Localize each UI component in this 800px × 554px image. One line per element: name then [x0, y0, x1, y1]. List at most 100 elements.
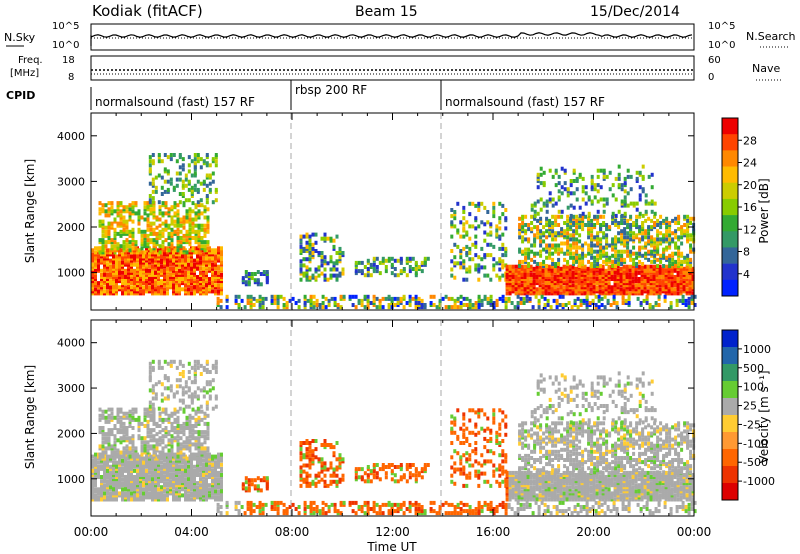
range-time-cell: [529, 272, 533, 277]
range-time-cell: [145, 487, 148, 492]
range-time-cell: [637, 285, 641, 290]
range-time-cell: [572, 170, 576, 175]
range-time-cell: [568, 283, 572, 288]
nave-label: Nave: [752, 62, 780, 75]
range-time-cell: [208, 487, 211, 492]
range-time-cell: [517, 289, 521, 294]
range-time-cell: [146, 424, 150, 428]
range-time-cell: [674, 235, 678, 240]
range-time-cell: [390, 265, 394, 269]
range-time-cell: [556, 275, 560, 279]
range-time-cell: [142, 458, 145, 463]
range-time-cell: [351, 294, 355, 299]
range-time-cell: [324, 305, 328, 310]
range-time-cell: [188, 242, 192, 247]
range-time-cell: [199, 487, 202, 492]
range-time-cell: [119, 201, 123, 206]
range-time-cell: [645, 296, 649, 301]
range-time-cell: [148, 487, 151, 492]
range-time-cell: [160, 497, 163, 502]
range-time-cell: [547, 283, 551, 288]
range-time-cell: [208, 466, 211, 471]
range-time-cell: [547, 266, 551, 271]
range-time-cell: [670, 283, 674, 288]
range-time-cell: [196, 481, 199, 486]
range-time-cell: [653, 225, 657, 230]
range-time-cell: [166, 481, 169, 486]
range-time-cell: [566, 205, 570, 210]
range-time-cell: [623, 237, 627, 242]
range-time-cell: [127, 283, 130, 288]
range-time-cell: [206, 215, 210, 220]
range-time-cell: [575, 249, 579, 254]
range-time-cell: [486, 210, 490, 214]
range-time-cell: [139, 462, 142, 467]
range-time-cell: [151, 254, 154, 259]
range-time-cell: [557, 257, 561, 262]
range-time-cell: [522, 301, 526, 305]
range-time-cell: [208, 173, 212, 178]
range-time-cell: [121, 466, 124, 471]
range-time-cell: [106, 279, 109, 284]
range-time-cell: [308, 251, 312, 255]
range-time-cell: [498, 257, 502, 262]
range-time-cell: [115, 275, 118, 279]
range-time-cell: [537, 298, 541, 303]
range-time-cell: [176, 428, 180, 433]
range-time-cell: [456, 261, 460, 266]
range-time-cell: [152, 413, 156, 418]
range-time-cell: [571, 275, 575, 279]
range-time-cell: [208, 250, 211, 255]
range-time-cell: [450, 296, 454, 301]
range-time-cell: [104, 203, 108, 208]
range-time-cell: [363, 273, 367, 278]
range-time-cell: [185, 231, 189, 236]
range-time-cell: [578, 225, 582, 230]
range-time-cell: [632, 231, 636, 236]
range-time-cell: [100, 254, 103, 259]
range-time-cell: [163, 493, 166, 498]
range-time-cell: [121, 458, 124, 463]
range-time-cell: [333, 301, 337, 305]
range-time-cell: [154, 266, 157, 271]
range-time-cell: [560, 227, 564, 232]
range-time-cell: [166, 462, 169, 467]
range-time-cell: [187, 262, 190, 267]
range-time-cell: [203, 215, 207, 220]
range-time-cell: [175, 275, 178, 279]
range-time-cell: [691, 266, 695, 271]
range-time-cell: [133, 483, 136, 488]
range-time-cell: [91, 454, 94, 459]
range-time-cell: [647, 225, 651, 230]
range-time-cell: [602, 203, 606, 208]
range-time-cell: [620, 262, 624, 266]
range-time-cell: [214, 285, 217, 290]
range-time-cell: [597, 294, 601, 299]
range-time-cell: [501, 232, 505, 237]
range-time-cell: [668, 237, 672, 242]
range-time-cell: [107, 231, 111, 236]
range-time-cell: [187, 155, 191, 160]
range-time-cell: [134, 211, 138, 216]
range-time-cell: [576, 305, 580, 310]
range-time-cell: [297, 298, 301, 303]
range-time-cell: [539, 221, 543, 225]
range-time-cell: [109, 270, 112, 275]
range-time-cell: [495, 261, 499, 266]
range-time-cell: [545, 209, 549, 214]
range-time-cell: [629, 223, 633, 227]
range-time-cell: [450, 305, 454, 310]
range-time-cell: [160, 485, 163, 490]
range-time-cell: [169, 491, 172, 496]
range-time-cell: [285, 301, 289, 305]
range-time-cell: [134, 201, 138, 206]
range-time-cell: [483, 253, 487, 258]
range-time-cell: [338, 255, 342, 260]
range-time-cell: [107, 428, 111, 433]
range-time-cell: [148, 181, 152, 186]
range-time-cell: [302, 263, 306, 268]
range-time-cell: [504, 253, 508, 258]
range-time-cell: [217, 289, 220, 294]
range-time-cell: [127, 258, 130, 263]
range-time-cell: [107, 207, 111, 212]
